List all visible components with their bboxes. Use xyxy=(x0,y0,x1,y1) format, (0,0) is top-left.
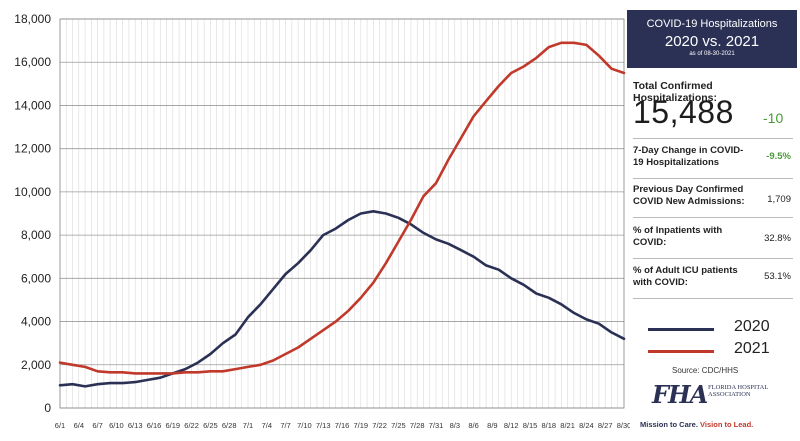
stat-value: -9.5% xyxy=(766,151,791,162)
plot-area-frame xyxy=(59,18,625,409)
y-tick-label: 2,000 xyxy=(21,358,51,372)
x-tick-label: 6/19 xyxy=(165,421,180,430)
x-tick-label: 6/22 xyxy=(184,421,199,430)
fha-logo: FHA FLORIDA HOSPITAL ASSOCIATION xyxy=(652,380,772,412)
x-tick-label: 8/6 xyxy=(468,421,478,430)
x-tick-label: 7/28 xyxy=(410,421,425,430)
x-tick-label: 7/16 xyxy=(335,421,350,430)
divider xyxy=(633,298,793,299)
x-tick-label: 8/18 xyxy=(541,421,556,430)
panel-header: COVID-19 Hospitalizations 2020 vs. 2021 … xyxy=(627,10,797,68)
divider xyxy=(633,138,793,139)
stat-label: 7-Day Change in COVID-19 Hospitalization… xyxy=(633,145,744,168)
x-tick-label: 6/10 xyxy=(109,421,124,430)
x-tick-label: 6/7 xyxy=(92,421,102,430)
total-hospitalizations-label: Total Confirmed Hospitalizations: xyxy=(633,80,718,104)
stat-seven-day-change: 7-Day Change in COVID-19 Hospitalization… xyxy=(633,145,793,183)
legend-label-2020: 2020 xyxy=(734,318,770,335)
stat-new-admissions: Previous Day Confirmed COVID New Admissi… xyxy=(633,184,793,222)
x-tick-label: 6/13 xyxy=(128,421,143,430)
divider xyxy=(633,217,793,218)
panel-subtitle: 2020 vs. 2021 xyxy=(664,33,760,50)
y-tick-label: 16,000 xyxy=(14,55,51,69)
stat-icu-with-covid: % of Adult ICU patients with COVID: 53.1… xyxy=(633,265,793,303)
divider xyxy=(633,258,793,259)
x-tick-label: 7/10 xyxy=(297,421,312,430)
panel-title: COVID-19 Hospitalizations xyxy=(646,18,778,30)
logo-mark: FHA xyxy=(652,380,708,409)
line-chart: 0 2,000 4,000 6,000 8,000 10,000 12,000 14,000 1… xyxy=(14,12,630,430)
x-tick-label: 7/19 xyxy=(353,421,368,430)
stat-label: % of Adult ICU patients with COVID: xyxy=(633,265,738,288)
y-tick-label: 12,000 xyxy=(14,142,51,156)
source-note: Source: CDC/HHS xyxy=(672,366,739,375)
stats-panel: COVID-19 Hospitalizations 2020 vs. 2021 … xyxy=(627,0,797,441)
tagline-mission: Mission to Care. xyxy=(640,420,698,429)
x-tick-label: 8/30 xyxy=(617,421,630,430)
x-tick-label: 8/27 xyxy=(598,421,613,430)
y-tick-label: 4,000 xyxy=(21,315,51,329)
series-line-2020 xyxy=(58,210,626,388)
legend-label-2021: 2021 xyxy=(734,340,770,357)
as-of-date: as of 08-30-2021 xyxy=(689,51,735,57)
stat-inpatients-with-covid: % of Inpatients with COVID: 32.8% xyxy=(633,225,793,263)
stat-value: 53.1% xyxy=(764,271,791,282)
legend-item-2021: 2021 xyxy=(648,340,788,362)
x-tick-label: 6/1 xyxy=(55,421,65,430)
tagline-vision: Vision to Lead. xyxy=(700,420,754,429)
tagline: Mission to Care. Vision to Lead. xyxy=(640,420,753,429)
x-tick-label: 7/1 xyxy=(243,421,253,430)
y-tick-label: 8,000 xyxy=(21,228,51,242)
x-tick-label: 7/25 xyxy=(391,421,406,430)
x-tick-label: 6/28 xyxy=(222,421,237,430)
x-tick-label: 7/31 xyxy=(429,421,444,430)
x-tick-label: 8/9 xyxy=(487,421,497,430)
x-tick-label: 6/25 xyxy=(203,421,218,430)
x-tick-label: 6/16 xyxy=(147,421,162,430)
x-tick-label: 8/3 xyxy=(450,421,460,430)
x-tick-label: 7/7 xyxy=(280,421,290,430)
series-line-2021 xyxy=(58,41,626,375)
stat-value: 32.8% xyxy=(764,233,791,244)
legend-item-2020: 2020 xyxy=(648,318,788,340)
x-tick-label: 7/22 xyxy=(372,421,387,430)
legend-swatch-2021 xyxy=(648,350,714,353)
y-tick-label: 14,000 xyxy=(14,98,51,112)
legend-swatch-2020 xyxy=(648,328,714,331)
x-tick-label: 7/13 xyxy=(316,421,331,430)
x-tick-label: 8/24 xyxy=(579,421,594,430)
x-tick-label: 7/4 xyxy=(262,421,272,430)
total-change-value: -10 xyxy=(763,110,784,126)
y-tick-label: 10,000 xyxy=(14,185,51,199)
y-tick-label: 0 xyxy=(44,401,51,415)
y-tick-label: 6,000 xyxy=(21,271,51,285)
x-tick-label: 8/12 xyxy=(504,421,519,430)
divider xyxy=(633,178,793,179)
stat-label: Previous Day Confirmed COVID New Admissi… xyxy=(633,184,745,207)
x-tick-label: 8/15 xyxy=(523,421,538,430)
total-hospitalizations-value: 15,488 xyxy=(633,94,734,130)
stat-label: % of Inpatients with COVID: xyxy=(633,225,723,248)
y-tick-label: 18,000 xyxy=(14,12,51,26)
x-tick-label: 8/21 xyxy=(560,421,575,430)
stat-value: 1,709 xyxy=(767,194,791,205)
x-tick-label: 6/4 xyxy=(74,421,84,430)
logo-name: FLORIDA HOSPITAL ASSOCIATION xyxy=(708,384,769,398)
